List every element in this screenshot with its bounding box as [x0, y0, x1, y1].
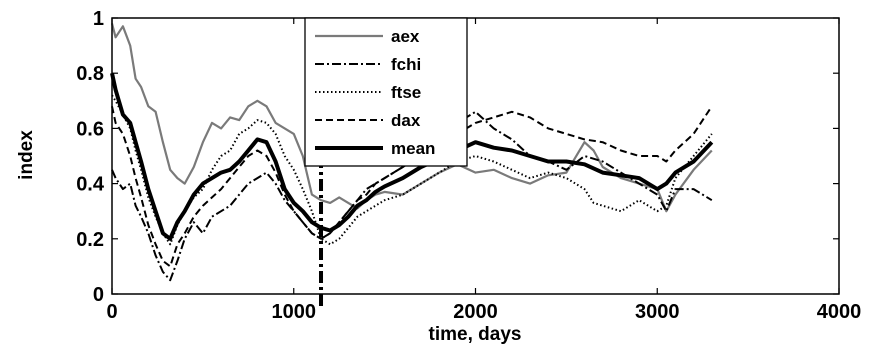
series-line-aex	[110, 23, 713, 213]
x-tick-label: 0	[106, 301, 117, 323]
x-tick-label: 4000	[817, 301, 862, 323]
legend-label-ftse: ftse	[391, 83, 421, 102]
y-tick-label: 0.2	[76, 229, 104, 251]
x-axis-label: time, days	[429, 324, 522, 345]
y-axis-label: index	[16, 130, 37, 180]
x-tick-label: 3000	[635, 301, 680, 323]
y-tick-label: 0.4	[76, 174, 105, 196]
y-tick-label: 0.6	[76, 118, 104, 140]
series-line-dax	[111, 105, 713, 268]
legend-label-mean: mean	[391, 139, 435, 158]
series-line-ftse	[111, 94, 713, 246]
legend-label-dax: dax	[391, 111, 421, 130]
series-line-mean	[110, 72, 714, 241]
plot-area	[110, 18, 714, 310]
legend-label-aex: aex	[391, 27, 420, 46]
legend-box	[304, 17, 468, 167]
x-tick-label: 1000	[272, 301, 317, 323]
series-line-fchi	[111, 110, 713, 282]
y-tick-label: 1	[93, 8, 104, 30]
y-tick-label: 0.8	[76, 63, 104, 85]
y-tick-label: 0	[93, 284, 104, 306]
x-tick-label: 2000	[453, 301, 498, 323]
axes: 0 1000 2000 3000 4000 0 0.2 0.4 0.6 0.8 1	[76, 8, 861, 323]
legend-label-fchi: fchi	[391, 55, 421, 74]
legend: aex fchi ftse dax mean	[304, 17, 468, 167]
